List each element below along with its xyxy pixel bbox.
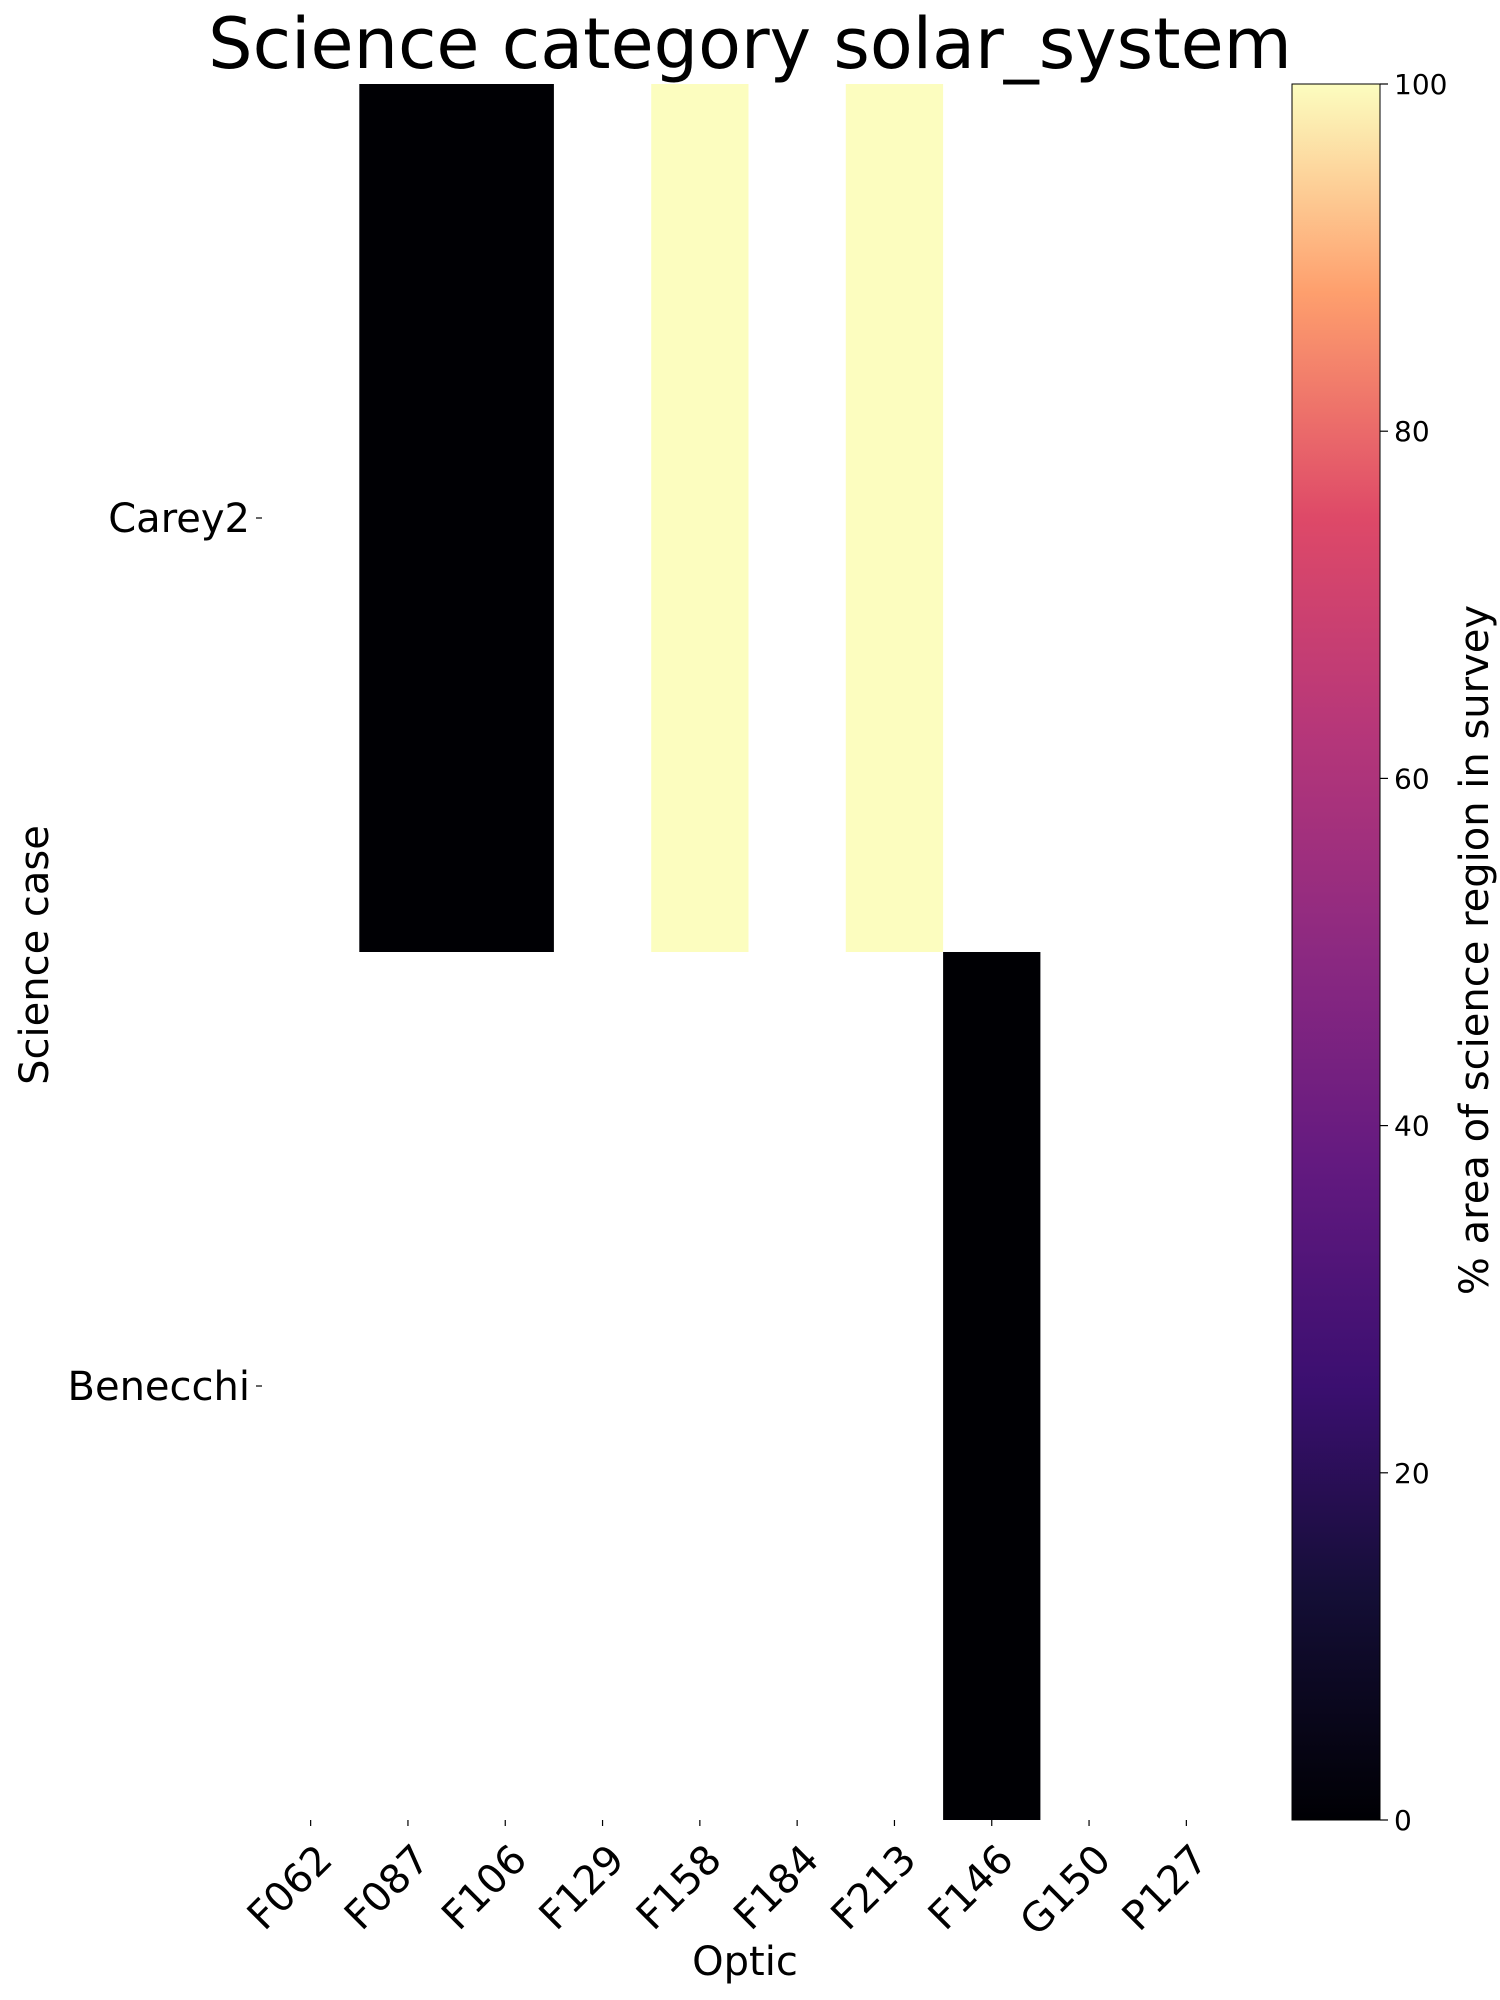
heatmap-cells <box>359 84 1041 1820</box>
heatmap-cell-carey2-f087 <box>359 84 554 952</box>
x-tick-label: G150 <box>1011 1836 1119 1944</box>
colorbar-tick-label: 60 <box>1394 762 1430 795</box>
x-axis-label: Optic <box>692 1939 798 1985</box>
x-tick-label: F184 <box>725 1836 828 1939</box>
colorbar-tick-label: 0 <box>1394 1804 1412 1837</box>
heatmap-cell-carey2-f158 <box>651 84 749 952</box>
colorbar-label: % area of science region in survey <box>1452 605 1498 1295</box>
y-tick-label: Carey2 <box>108 496 250 542</box>
x-tick-label: P127 <box>1114 1836 1218 1940</box>
y-axis: Carey2 Benecchi <box>68 496 262 1410</box>
colorbar-tick-label: 80 <box>1394 415 1430 448</box>
colorbar: 0 20 40 60 80 100 <box>1291 68 1447 1837</box>
y-axis-label: Science case <box>12 825 58 1085</box>
x-tick-label: F213 <box>823 1836 926 1939</box>
colorbar-tick-label: 20 <box>1394 1457 1430 1490</box>
x-tick-label: F062 <box>239 1836 342 1939</box>
x-tick-label: F146 <box>920 1836 1023 1939</box>
y-tick-label: Benecchi <box>68 1364 250 1410</box>
colorbar-tick-label: 100 <box>1394 68 1447 101</box>
x-tick-label: F087 <box>336 1836 439 1939</box>
heatmap-cell-carey2-f213 <box>845 84 944 952</box>
chart-title: Science category solar_system <box>208 3 1292 85</box>
colorbar-tick-label: 40 <box>1394 1110 1430 1143</box>
x-tick-label: F106 <box>433 1836 536 1939</box>
x-tick-label: F158 <box>628 1836 731 1939</box>
heatmap-cell-benecchi-f146 <box>943 952 1041 1820</box>
x-tick-label: F129 <box>531 1836 634 1939</box>
colorbar-gradient <box>1291 83 1381 1821</box>
